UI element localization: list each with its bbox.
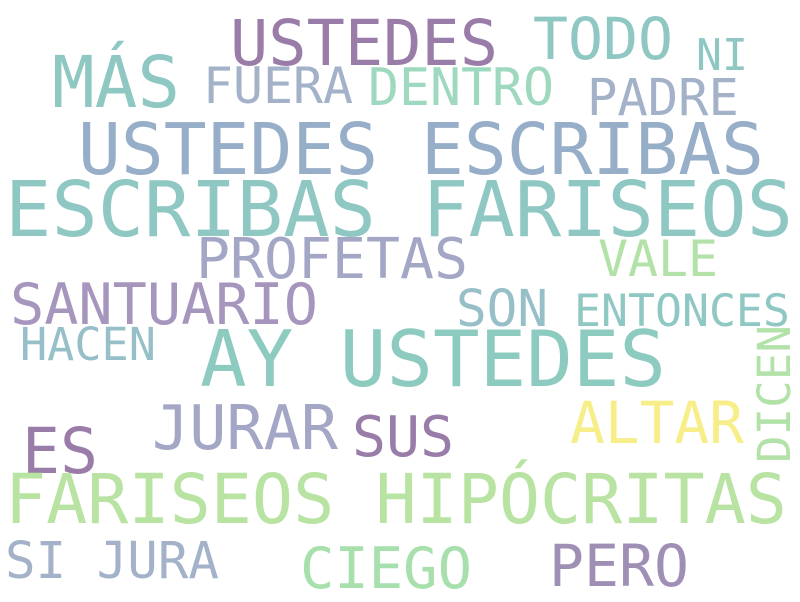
word-vale: VALE xyxy=(598,230,718,288)
word-hacen: HACEN xyxy=(20,318,156,371)
word-padre: PADRE xyxy=(587,68,739,127)
word-si-jura: SI JURA xyxy=(5,531,219,590)
word-profetas: PROFETAS xyxy=(196,227,468,292)
word-dicen: DICEN xyxy=(747,325,800,464)
word-altar: ALTAR xyxy=(570,389,744,457)
word-entonces: ENTONCES xyxy=(574,284,790,337)
word-jurar: JURAR xyxy=(152,392,338,464)
word-pero: PERO xyxy=(549,532,689,600)
word-mas: MÁS xyxy=(52,41,180,124)
word-sus: SUS xyxy=(352,405,454,470)
word-todo: TODO xyxy=(533,5,673,73)
word-ay-ustedes: AY USTEDES xyxy=(200,315,667,405)
word-dentro: DENTRO xyxy=(368,58,554,118)
word-fuera: FUERA xyxy=(203,57,353,115)
word-escribas-fariseos: ESCRIBAS FARISEOS xyxy=(5,166,793,255)
word-ni: NI xyxy=(696,31,749,81)
word-ustedes-escribas: USTEDES ESCRIBAS xyxy=(78,108,765,191)
word-ciego: CIEGO xyxy=(300,535,472,602)
word-son: SON xyxy=(456,280,549,339)
word-fariseos-hipocritas: FARISEOS HIPÓCRITAS xyxy=(5,461,787,540)
word-ustedes: USTEDES xyxy=(230,6,499,80)
word-es: ES xyxy=(22,414,98,488)
word-santuario: SANTUARIO xyxy=(10,272,318,338)
